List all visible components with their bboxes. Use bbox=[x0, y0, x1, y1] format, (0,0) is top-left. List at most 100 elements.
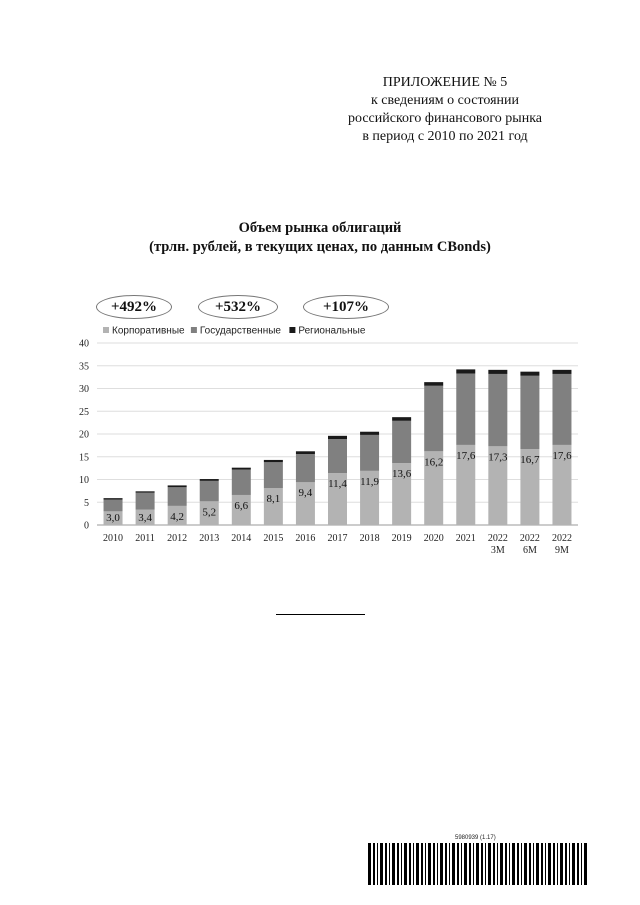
bar-segment bbox=[231, 494, 251, 525]
data-label: 11,4 bbox=[328, 478, 347, 490]
bar-segment bbox=[103, 498, 123, 500]
bar-segment bbox=[199, 480, 219, 502]
bar-segment bbox=[103, 499, 123, 512]
bar-segment bbox=[552, 369, 572, 374]
barcode-bar bbox=[416, 843, 419, 885]
bar-segment bbox=[456, 369, 476, 374]
barcode-bar bbox=[469, 843, 471, 885]
bar-segment bbox=[199, 501, 219, 525]
legend-label: Корпоративные bbox=[112, 326, 185, 337]
bar-segment bbox=[167, 505, 187, 525]
chart-title: Объем рынка облигаций bbox=[238, 220, 402, 236]
barcode-bar bbox=[541, 843, 543, 885]
bar-segment bbox=[263, 459, 283, 463]
chart-subtitle: (трлн. рублей, в текущих ценах, по данны… bbox=[149, 239, 491, 255]
x-tick-label: 9М bbox=[555, 545, 569, 556]
y-tick-label: 10 bbox=[79, 475, 89, 486]
bar-segment bbox=[360, 431, 380, 435]
data-label: 13,6 bbox=[392, 468, 412, 480]
x-tick-label: 2020 bbox=[424, 533, 444, 544]
bar-segment bbox=[263, 462, 283, 489]
bar-segment bbox=[135, 492, 155, 510]
barcode-bar bbox=[557, 843, 558, 885]
x-tick-label: 2011 bbox=[135, 533, 155, 544]
bar-segment bbox=[231, 469, 251, 495]
barcode-bar bbox=[505, 843, 507, 885]
barcode-bar bbox=[517, 843, 519, 885]
barcode-bar bbox=[397, 843, 399, 885]
barcode-bar bbox=[425, 843, 426, 885]
barcode-bar bbox=[565, 843, 567, 885]
data-label: 17,3 bbox=[488, 451, 508, 463]
growth-badge-regional: +107% bbox=[303, 295, 389, 319]
bar-segment bbox=[295, 454, 315, 483]
x-tick-label: 2022 bbox=[552, 533, 572, 544]
bar-segment bbox=[295, 451, 315, 455]
barcode-bar bbox=[373, 843, 375, 885]
bar-segment bbox=[328, 439, 347, 474]
bar-segment bbox=[488, 446, 508, 525]
bar-segment bbox=[456, 444, 476, 525]
legend-label: Региональные bbox=[298, 326, 365, 337]
data-label: 17,6 bbox=[552, 450, 572, 462]
y-tick-label: 15 bbox=[79, 452, 89, 463]
x-tick-label: 2019 bbox=[392, 533, 412, 544]
x-tick-label: 2018 bbox=[360, 533, 380, 544]
x-tick-label: 6М bbox=[523, 545, 537, 556]
y-tick-label: 25 bbox=[79, 407, 89, 418]
bar-segment bbox=[456, 373, 476, 445]
barcode-bar bbox=[481, 843, 483, 885]
barcode-bar bbox=[389, 843, 390, 885]
barcode-bar bbox=[584, 843, 587, 885]
barcode-bar bbox=[509, 843, 510, 885]
data-label: 11,9 bbox=[360, 476, 379, 488]
bar-segment bbox=[392, 417, 412, 421]
barcode-bar bbox=[512, 843, 515, 885]
data-label: 17,6 bbox=[456, 450, 476, 462]
appendix-subtitle-1: к сведениям о состоянии bbox=[370, 93, 520, 108]
divider-line bbox=[276, 614, 365, 615]
barcode-bar bbox=[536, 843, 539, 885]
bar-segment bbox=[552, 373, 572, 445]
barcode-bar bbox=[385, 843, 387, 885]
bar-segment bbox=[520, 375, 540, 450]
bar-segment bbox=[424, 451, 444, 525]
bar-segment bbox=[231, 467, 251, 470]
y-tick-label: 5 bbox=[84, 498, 89, 509]
barcode-bar bbox=[497, 843, 498, 885]
bar-segment bbox=[328, 473, 347, 525]
x-tick-label: 2021 bbox=[456, 533, 476, 544]
x-tick-label: 2012 bbox=[167, 533, 187, 544]
appendix-number: ПРИЛОЖЕНИЕ № 5 bbox=[382, 75, 508, 90]
legend-swatch bbox=[190, 327, 197, 333]
data-label: 6,6 bbox=[234, 500, 248, 512]
bar-segment bbox=[552, 444, 572, 525]
barcode-bar bbox=[500, 843, 503, 885]
bar-segment bbox=[263, 488, 283, 525]
barcode-bar bbox=[392, 843, 395, 885]
barcode-bar bbox=[404, 843, 407, 885]
barcode-bar bbox=[368, 843, 371, 885]
barcode-bar bbox=[377, 843, 378, 885]
bar-segment bbox=[135, 491, 155, 493]
barcode-bar bbox=[560, 843, 563, 885]
bar-segment bbox=[295, 482, 315, 525]
bar-segment bbox=[328, 435, 347, 440]
growth-badge-corporate: +492% bbox=[96, 295, 172, 319]
y-tick-label: 0 bbox=[84, 521, 89, 532]
data-label: 5,2 bbox=[202, 506, 216, 518]
data-label: 16,2 bbox=[424, 456, 443, 468]
bar-segment bbox=[103, 511, 123, 525]
appendix-subtitle-2: российского финансового рынка bbox=[347, 111, 543, 126]
barcode-bar bbox=[433, 843, 435, 885]
bar-segment bbox=[360, 434, 380, 471]
appendix-subtitle-3: в период с 2010 по 2021 год bbox=[362, 129, 528, 144]
x-tick-label: 3М bbox=[491, 545, 505, 556]
bar-segment bbox=[135, 509, 155, 525]
barcode-bar bbox=[581, 843, 582, 885]
bar-segment bbox=[360, 470, 380, 525]
x-tick-label: 2022 bbox=[520, 533, 540, 544]
legend-swatch bbox=[103, 327, 109, 333]
barcode-bar bbox=[493, 843, 495, 885]
